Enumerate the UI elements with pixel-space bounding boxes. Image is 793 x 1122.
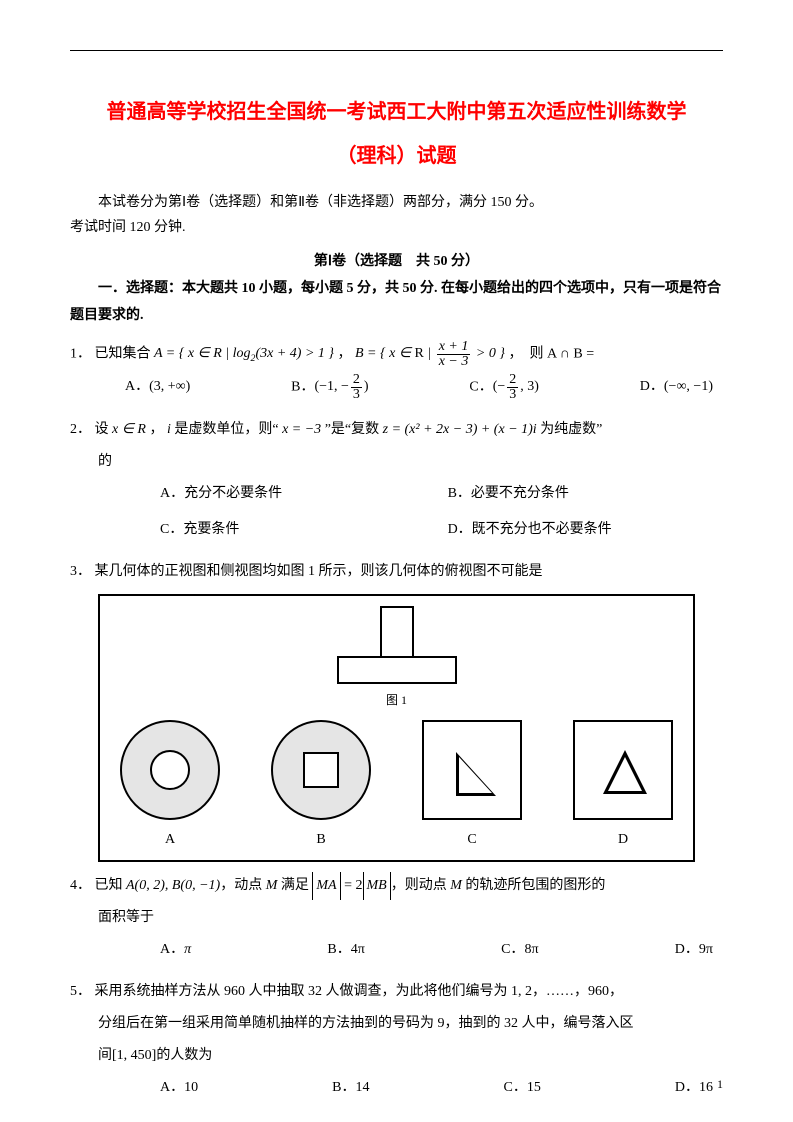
shape-b-icon <box>271 720 371 820</box>
q1-suffix: ， 则 A ∩ B = <box>508 346 594 361</box>
q1-options: A．(3, +∞) B．(−1, −23) C．(−23, 3) D．(−∞, … <box>70 369 713 406</box>
top-rule <box>70 50 723 51</box>
q5-stem: 5． 采用系统抽样方法从 960 人中抽取 32 人做调查，为此将他们编号为 1… <box>70 978 723 1006</box>
question-1: 1． 已知集合 A = { x ∈ R | log2(3x + 4) > 1 }… <box>70 340 723 406</box>
q4-number: 4． <box>70 878 91 893</box>
q3-options-row: A B C D <box>120 720 673 854</box>
q3-figure: 图 1 A B C D <box>98 594 695 862</box>
q2-number: 2． <box>70 422 91 437</box>
q4-option-b: B．4π <box>327 936 364 964</box>
q1-prefix: 已知集合 <box>95 346 155 361</box>
question-4: 4． 已知 A(0, 2), B(0, −1)，动点 M 满足 MA = 2MB… <box>70 872 723 968</box>
q2-stem: 2． 设 x ∈ R ， i 是虚数单位，则“ x = −3 ”是“复数 z =… <box>70 416 723 444</box>
q3-option-c: C <box>422 720 522 854</box>
q1-option-a: A．(3, +∞) <box>125 373 190 402</box>
question-2: 2． 设 x ∈ R ， i 是虚数单位，则“ x = −3 ”是“复数 z =… <box>70 416 723 548</box>
q1-option-b: B．(−1, −23) <box>291 373 368 402</box>
question-5: 5． 采用系统抽样方法从 960 人中抽取 32 人做调查，为此将他们编号为 1… <box>70 978 723 1106</box>
section-1-heading: 第Ⅰ卷（选择题 共 50 分） <box>70 250 723 270</box>
intro-line-2: 考试时间 120 分钟. <box>70 215 723 240</box>
q1-option-c: C．(−23, 3) <box>469 373 539 402</box>
shape-c-icon <box>422 720 522 820</box>
shape-a-icon <box>120 720 220 820</box>
q4-option-d: D．9π <box>675 936 713 964</box>
q2-options: A．充分不必要条件 B．必要不充分条件 C．充要条件 D．既不充分也不必要条件 <box>70 476 713 548</box>
q1-stem: 1． 已知集合 A = { x ∈ R | log2(3x + 4) > 1 }… <box>70 340 723 369</box>
fig1-top-rect <box>380 606 414 658</box>
q2-line2: 的 <box>70 448 723 476</box>
q4-option-c: C．8π <box>501 936 538 964</box>
q3-fig-top: 图 1 <box>120 606 673 720</box>
shape-d-icon <box>573 720 673 820</box>
section-1-instructions: 一．选择题：本大题共 10 小题，每小题 5 分，共 50 分. 在每小题给出的… <box>70 276 723 329</box>
title-line-1: 普通高等学校招生全国统一考试西工大附中第五次适应性训练数学 <box>107 101 687 123</box>
q1-comma: ， <box>337 346 351 361</box>
q3-option-b: B <box>271 720 371 854</box>
q5-line3: 间[1, 450]的人数为 <box>70 1042 723 1070</box>
q5-option-a: A．10 <box>160 1074 198 1102</box>
page-number: 1 <box>717 1077 723 1092</box>
q2-option-b: B．必要不充分条件 <box>448 480 713 508</box>
q2-option-a: A．充分不必要条件 <box>160 480 425 508</box>
q5-number: 5． <box>70 984 91 999</box>
q3-stem: 3． 某几何体的正视图和侧视图均如图 1 所示，则该几何体的俯视图不可能是 <box>70 558 723 586</box>
q5-option-c: C．15 <box>504 1074 541 1102</box>
q1-setA: A = { x ∈ R | log2(3x + 4) > 1 } <box>154 346 337 361</box>
fig1-bottom-rect <box>337 656 457 684</box>
q1-option-d: D．(−∞, −1) <box>640 373 713 402</box>
q3-option-a: A <box>120 720 220 854</box>
q5-options: A．10 B．14 C．15 D．16 <box>70 1070 713 1106</box>
q4-stem: 4． 已知 A(0, 2), B(0, −1)，动点 M 满足 MA = 2MB… <box>70 872 723 900</box>
exam-title: 普通高等学校招生全国统一考试西工大附中第五次适应性训练数学 （理科）试题 <box>70 90 723 178</box>
q5-line2: 分组后在第一组采用简单随机抽样的方法抽到的号码为 9，抽到的 32 人中，编号落… <box>70 1010 723 1038</box>
question-3: 3． 某几何体的正视图和侧视图均如图 1 所示，则该几何体的俯视图不可能是 图 … <box>70 558 723 862</box>
q4-option-a: A．π <box>160 936 191 964</box>
q3-number: 3． <box>70 564 91 579</box>
q1-setB: B = { x ∈ R | x + 1x − 3 > 0 } <box>355 346 508 361</box>
fig1-label: 图 1 <box>386 688 407 712</box>
q4-options: A．π B．4π C．8π D．9π <box>70 932 713 968</box>
q3-option-d: D <box>573 720 673 854</box>
q4-line2: 面积等于 <box>70 904 723 932</box>
title-line-2: （理科）试题 <box>337 145 457 167</box>
intro-line-1: 本试卷分为第Ⅰ卷（选择题）和第Ⅱ卷（非选择题）两部分，满分 150 分。 <box>70 190 723 215</box>
q2-option-d: D．既不充分也不必要条件 <box>448 516 713 544</box>
q1-number: 1． <box>70 346 91 361</box>
q2-option-c: C．充要条件 <box>160 516 425 544</box>
q5-option-d: D．16 <box>675 1074 713 1102</box>
q5-option-b: B．14 <box>332 1074 369 1102</box>
